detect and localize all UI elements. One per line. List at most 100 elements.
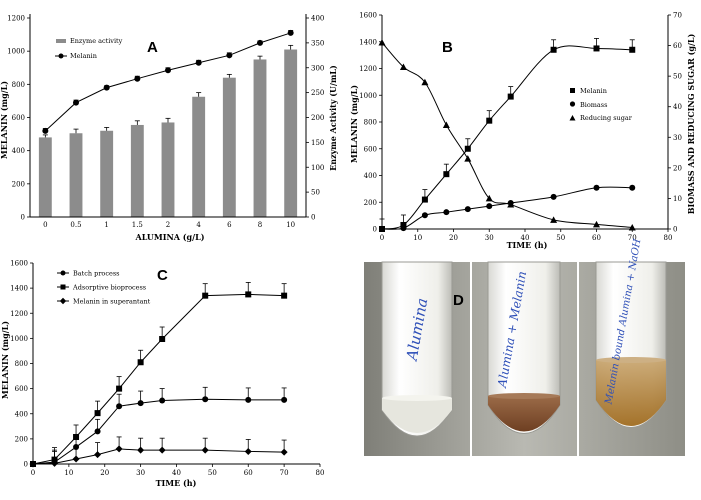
c-point-circle — [159, 397, 166, 404]
a-bar — [69, 133, 83, 217]
c-x-tick-label: 60 — [244, 469, 253, 477]
a-melanin-point — [103, 84, 110, 91]
b-left-tick-label: 1600 — [359, 12, 377, 20]
b-left-tick-label: 1400 — [359, 38, 377, 46]
a-melanin-point — [42, 127, 49, 134]
a-bar — [222, 77, 236, 217]
c-point-diamond — [51, 459, 59, 467]
c-y-tick-label: 200 — [15, 435, 28, 443]
c-point-square — [137, 359, 144, 366]
a-bar — [253, 59, 267, 218]
panel-c-xlabel: TIME (h) — [156, 478, 197, 488]
b-x-tick-label: 10 — [413, 234, 422, 242]
b-point-triangle — [550, 216, 558, 223]
a-left-tick-label: 400 — [12, 147, 25, 155]
b-left-tick-label: 1200 — [359, 65, 377, 73]
panel-c-letter: C — [157, 267, 168, 284]
c-point-diamond — [115, 445, 123, 453]
b-point-triangle — [421, 78, 429, 86]
tube-alumina-melanin: Alumina + Melanin — [487, 261, 561, 434]
a-left-tick-label: 800 — [12, 81, 25, 89]
b-right-tick-label: 10 — [673, 195, 682, 203]
a-left-tick-label: 200 — [12, 180, 25, 188]
b-point-square — [421, 196, 428, 203]
b-point-circle — [593, 184, 600, 191]
b-curve-2 — [381, 42, 633, 228]
c-point-circle — [137, 400, 144, 407]
panel-b-chart: B 0 10 20 30 40 50 60 70 80020040060080010001200… — [349, 12, 696, 251]
a-x-tick-label: 1 — [104, 221, 108, 229]
b-point-circle — [421, 212, 428, 219]
panel-d-photo: Alumina Alumina + Melanin Melanin bound … — [364, 238, 685, 456]
panel-a-left-ylabel: MELANIN (mg/L) — [0, 81, 9, 159]
b-left-tick-label: 800 — [364, 119, 377, 127]
b-point-circle — [400, 225, 407, 232]
b-x-tick-label: 40 — [521, 234, 530, 242]
c-point-diamond — [72, 455, 80, 463]
c-point-circle — [116, 403, 123, 410]
a-right-tick-label: 400 — [311, 15, 324, 23]
panel-a-legend: Enzyme activity Melanin — [55, 37, 123, 60]
b-right-tick-label: 20 — [673, 164, 682, 172]
b-right-tick-label: 60 — [673, 42, 682, 50]
c-y-tick-label: 1200 — [10, 310, 28, 318]
b-right-tick-label: 30 — [673, 134, 682, 142]
b-left-tick-label: 1000 — [359, 92, 377, 100]
c-line-2 — [32, 448, 285, 465]
b-point-triangle — [442, 121, 450, 129]
panel-c-ylabel: MELANIN (mg/L) — [0, 321, 10, 399]
legend-label-enzyme: Enzyme activity — [70, 37, 123, 45]
c-point-square — [281, 292, 288, 299]
panel-a-chart: A 02004006008001000120005010015020025030… — [0, 14, 338, 242]
a-x-tick-label: 4 — [196, 221, 201, 229]
c-y-tick-label: 1600 — [10, 260, 28, 268]
legend-label-adsorptive: Adsorptive bioprocess — [72, 284, 146, 292]
legend-label-melanin-b: Melanin — [580, 87, 607, 95]
c-point-diamond — [94, 451, 102, 459]
legend-marker-supernatant — [59, 297, 67, 305]
a-right-tick-label: 300 — [311, 64, 324, 72]
b-point-triangle — [507, 201, 515, 208]
c-x-tick-label: 20 — [100, 469, 109, 477]
c-line-0 — [32, 398, 285, 465]
panel-d-letter: D — [453, 292, 464, 309]
c-line-1 — [32, 293, 285, 465]
b-right-tick-label: 0 — [673, 226, 677, 234]
a-x-tick-label: 0 — [43, 221, 47, 229]
legend-marker-adsorptive — [60, 284, 66, 290]
a-bar — [130, 124, 144, 217]
panel-c-chart: C 0 10 20 30 40 50 60 70 80020040060080010001200… — [0, 260, 324, 489]
a-bar — [161, 122, 175, 217]
legend-marker-biomass — [569, 101, 576, 107]
legend-label-supernatant: Melanin in superantant — [73, 298, 151, 306]
a-right-tick-label: 200 — [311, 114, 324, 122]
c-x-tick-label: 40 — [172, 469, 181, 477]
b-point-square — [550, 46, 557, 53]
b-point-triangle — [593, 220, 600, 228]
c-y-tick-label: 0 — [24, 461, 28, 469]
c-point-diamond — [244, 447, 252, 455]
b-x-tick-label: 60 — [592, 234, 601, 242]
b-left-tick-label: 600 — [364, 145, 377, 153]
panel-a-right-ylabel: Enzyme Activity (U/mL) — [328, 65, 338, 171]
a-x-tick-label: 6 — [227, 221, 232, 229]
c-point-circle — [94, 428, 101, 435]
b-x-tick-label: 30 — [485, 234, 494, 242]
b-point-circle — [629, 184, 636, 191]
a-right-tick-label: 250 — [311, 89, 324, 97]
b-point-square — [629, 46, 636, 53]
panel-b-left-ylabel: MELANIN (mg/L) — [349, 85, 359, 163]
a-x-tick-label: 10 — [286, 221, 295, 229]
b-point-triangle — [485, 194, 493, 202]
legend-marker-reducing-sugar — [569, 115, 576, 121]
b-left-tick-label: 400 — [364, 172, 377, 180]
a-melanin-point — [195, 59, 202, 66]
c-point-diamond — [137, 446, 145, 454]
c-y-tick-label: 1400 — [10, 285, 28, 293]
a-bar — [192, 96, 206, 217]
b-point-circle — [464, 206, 471, 213]
a-melanin-point — [257, 39, 263, 46]
a-left-tick-label: 1200 — [7, 15, 25, 23]
b-point-circle — [550, 193, 557, 200]
